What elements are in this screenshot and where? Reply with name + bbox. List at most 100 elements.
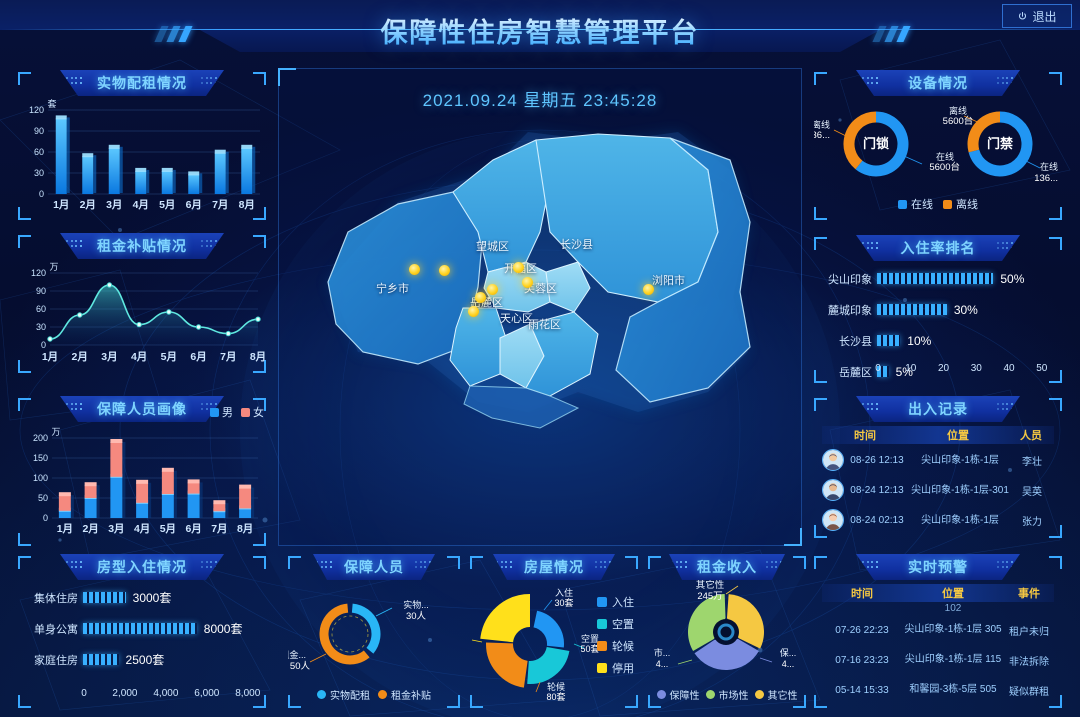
access-table-body[interactable]: 08-26 12:13 尖山印象-1栋-1层 李壮 08-24 12:13 尖山印象-1…	[822, 445, 1054, 533]
bar-row[interactable]: 长沙县 10%	[820, 331, 1056, 350]
legend-swatch	[597, 619, 607, 629]
map-region-yuelu	[449, 307, 507, 387]
panel-title-bar: 房屋情况	[493, 554, 615, 580]
table-row[interactable]: 07-26 22:23 尖山印象-1栋-1层 305 租户未归	[822, 615, 1054, 645]
panel-house: 房屋情况 入住 30套 空置 50套 轮候 80套 入住 空置 轮候 停用	[470, 554, 638, 708]
warning-col-location: 位置	[942, 588, 964, 600]
legend-item-female[interactable]: 女	[241, 404, 264, 420]
table-row[interactable]: 08-24 12:13 尖山印象-1栋-1层-301 吴英	[822, 475, 1054, 505]
bar-row[interactable]: 麓城印象 30%	[820, 300, 1056, 319]
map-marker[interactable]	[643, 284, 654, 295]
svg-text:100: 100	[33, 473, 48, 483]
legend-item-male[interactable]: 男	[210, 404, 233, 420]
bar-row-label: 岳麓区	[839, 366, 872, 379]
legend-item-3[interactable]: 停用	[597, 660, 634, 676]
income-pie-chart: 其它性245万保...4...市...4...	[654, 580, 796, 670]
legend-label: 入住	[612, 597, 634, 609]
svg-text:8月: 8月	[239, 199, 255, 211]
svg-text:0: 0	[39, 189, 44, 199]
legend-item-1[interactable]: 空置	[597, 616, 634, 632]
row-time: 07-16 23:23	[835, 654, 889, 666]
svg-text:市...: 市...	[654, 647, 671, 658]
table-row[interactable]: 05-14 15:33 和馨园-3栋-5层 505 疑似群租	[822, 675, 1054, 701]
table-row[interactable]: 08-24 02:13 尖山印象-1栋-1层 张力	[822, 505, 1054, 533]
map-region-ningxiang	[327, 191, 484, 365]
row-location: 和馨园-3栋-5层 505	[909, 684, 997, 695]
map-marker[interactable]	[487, 284, 498, 295]
svg-text:租金...: 租金...	[288, 649, 306, 660]
map-region-liuyang	[615, 137, 751, 403]
svg-text:4...: 4...	[656, 659, 669, 669]
bar-row-label: 单身公寓	[34, 623, 78, 636]
row-location: 尖山印象-1栋-1层-301	[911, 484, 1009, 496]
svg-text:150: 150	[33, 453, 48, 463]
map-marker[interactable]	[439, 265, 450, 276]
map-marker[interactable]	[513, 262, 524, 273]
row-location: 尖山印象-1栋-1层 115	[904, 654, 1002, 665]
legend-item-other[interactable]: 其它性	[754, 687, 798, 702]
row-person: 李壮	[1022, 456, 1042, 468]
axis-tick: 2,000	[112, 688, 138, 699]
panel-frame	[814, 237, 1062, 383]
bar-row[interactable]: 集体住房 3000套	[22, 588, 262, 607]
svg-text:6月: 6月	[186, 199, 202, 211]
svg-text:7月: 7月	[211, 523, 227, 535]
axis-tick: 50	[1036, 363, 1048, 374]
svg-text:8月: 8月	[237, 523, 253, 535]
legend-item-guarantee[interactable]: 保障性	[656, 687, 700, 702]
warning-table-body[interactable]: 102 07-26 22:23 尖山印象-1栋-1层 305 租户未归 07-16 23…	[822, 603, 1054, 701]
map-marker[interactable]	[475, 292, 486, 303]
legend-item-2[interactable]: 轮候	[597, 638, 634, 654]
svg-text:50套: 50套	[580, 643, 599, 654]
legend-item-0[interactable]: 入住	[597, 594, 634, 610]
row-time: 08-24 12:13	[850, 484, 904, 496]
legend-item-offline[interactable]: 离线	[943, 196, 978, 212]
table-row[interactable]: 102	[822, 603, 1054, 615]
bar-row-label: 尖山印象	[828, 273, 872, 286]
bar-row-value: 2500套	[125, 653, 165, 667]
map-marker[interactable]	[468, 306, 479, 317]
axis-tick: 30	[970, 363, 982, 374]
changsha-map[interactable]	[278, 112, 802, 532]
bar-row[interactable]: 单身公寓 8000套	[22, 619, 262, 638]
legend-item-market[interactable]: 市场性	[705, 687, 749, 702]
map-marker[interactable]	[522, 277, 533, 288]
map-panel: 2021.09.24 星期五 23:45:28	[278, 68, 802, 546]
table-row[interactable]: 08-26 12:13 尖山印象-1栋-1层 李壮	[822, 445, 1054, 475]
svg-text:离线: 离线	[814, 119, 830, 130]
legend-item-rent-subsidy[interactable]: 租金补贴	[378, 687, 431, 702]
svg-text:36...: 36...	[814, 130, 830, 141]
bar-row-label: 长沙县	[839, 335, 872, 348]
panel-title-bar: 实时预警	[856, 554, 1020, 580]
bar-row[interactable]: 尖山印象 50%	[820, 269, 1056, 288]
svg-text:2月: 2月	[72, 351, 88, 363]
bar-row-value: 50%	[1000, 271, 1025, 286]
svg-text:套: 套	[47, 98, 56, 109]
svg-text:万: 万	[49, 262, 58, 272]
row-event: 非法拆除	[1009, 656, 1049, 668]
axis-tick: 4,000	[153, 688, 179, 699]
legend-item-online[interactable]: 在线	[898, 196, 933, 212]
map-marker[interactable]	[409, 264, 420, 275]
map-region-wangcheng	[452, 139, 551, 273]
bar-row-fill	[83, 592, 126, 603]
table-row[interactable]: 07-16 23:23 尖山印象-1栋-1层 115 非法拆除	[822, 645, 1054, 675]
panel-frame	[814, 556, 1062, 708]
panel-frame	[470, 556, 638, 708]
row-time: 08-26 12:13	[850, 454, 904, 466]
panel-title-bar: 房型入住情况	[60, 554, 224, 580]
logout-button[interactable]: 退出	[1002, 4, 1072, 28]
svg-text:1月: 1月	[53, 199, 69, 211]
panel-title: 保障人员画像	[97, 401, 187, 417]
svg-text:4月: 4月	[131, 351, 147, 363]
access-col-location: 位置	[947, 430, 969, 442]
panel-title-bar: 实物配租情况	[60, 70, 224, 96]
occupancy-x-axis: 0 10 20 30 40 50	[820, 363, 1056, 377]
portrait-stacked-bar-chart: 万 0 50 100 150 200 1月 2月 3月 4月 5月 6月 7月 8月	[33, 427, 258, 535]
panel-frame	[18, 556, 266, 708]
bar-row[interactable]: 家庭住房 2500套	[22, 650, 262, 669]
legend-item-physical-rent[interactable]: 实物配租	[317, 687, 370, 702]
panel-allocation: 实物配租情况 套 0 30 60 90 120 1月 2月 3月 4月 5月 6月 7月 8月	[18, 70, 266, 220]
panel-device: 设备情况 门锁 门禁 离线 36... 在线 5600台 离线 5600台 在线 136... 在…	[814, 70, 1062, 220]
bar-row[interactable]: 岳麓区 5%	[820, 362, 1056, 381]
